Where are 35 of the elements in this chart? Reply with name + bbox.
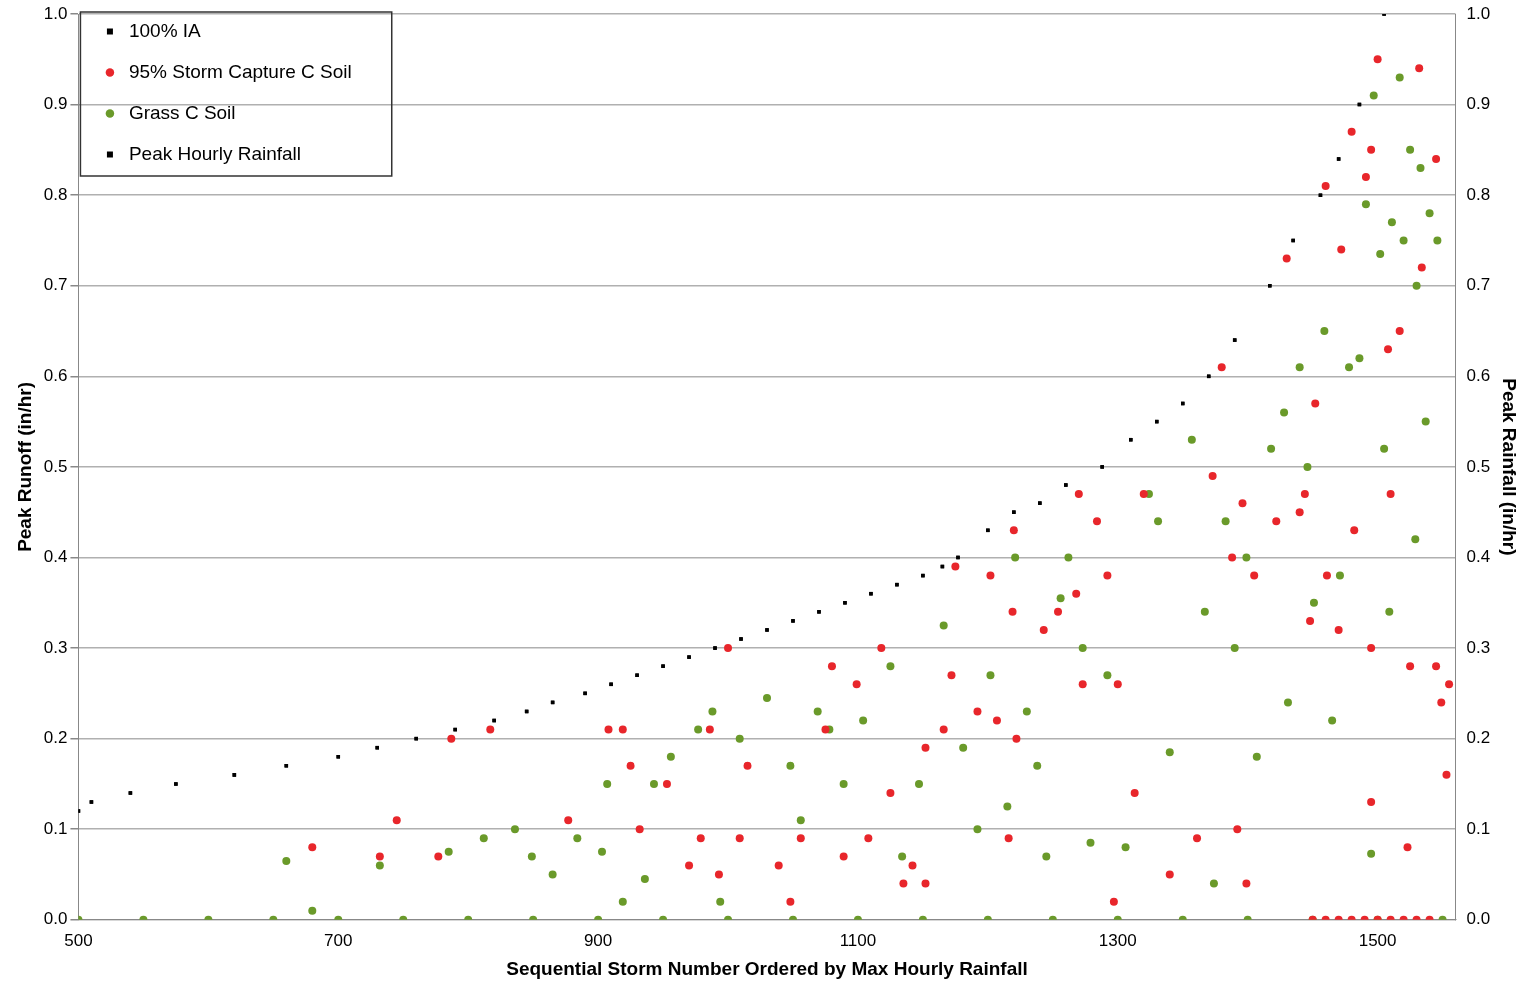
y-tick-label: 0.0 (43, 909, 68, 929)
x-tick-label: 500 (64, 930, 93, 950)
x-tick-label: 900 (583, 930, 613, 950)
y-tick-label: 0.5 (43, 456, 68, 476)
y-tick-label: 0.9 (43, 94, 68, 114)
y2-tick-label: 0.2 (1466, 728, 1491, 748)
x-tick-label: 1500 (1358, 930, 1397, 950)
legend-label: Peak Hourly Rainfall (128, 142, 302, 164)
y-tick-label: 1.0 (43, 3, 68, 23)
y2-tick-label: 0.4 (1466, 547, 1491, 567)
y2-tick-label: 0.7 (1466, 275, 1491, 295)
y-tick-label: 0.4 (43, 547, 68, 567)
x-axis-title: Sequential Storm Number Ordered by Max Hourly Rainfall (506, 957, 1028, 979)
y-axis-title: Peak Runoff (in/hr) (13, 381, 35, 552)
y2-tick-label: 0.3 (1466, 637, 1491, 657)
y2-tick-label: 0.0 (1466, 909, 1491, 929)
legend-label: 100% IA (128, 19, 202, 41)
y2-tick-label: 0.5 (1466, 456, 1491, 476)
y-tick-label: 0.7 (43, 275, 68, 295)
y2-tick-label: 0.6 (1466, 366, 1491, 386)
y2-tick-label: 1.0 (1466, 3, 1491, 23)
y-tick-label: 0.3 (43, 637, 68, 657)
y-tick-label: 0.2 (43, 728, 68, 748)
x-tick-label: 700 (324, 930, 353, 950)
y2-tick-label: 0.8 (1466, 184, 1491, 204)
y2-tick-label: 0.1 (1466, 818, 1491, 838)
y2-axis-title: Peak Rainfall (in/hr) (1499, 378, 1521, 556)
legend-label: 95% Storm Capture C Soil (128, 60, 352, 82)
x-tick-label: 1300 (1098, 930, 1137, 950)
legend-label: Grass C Soil (128, 101, 236, 123)
y-tick-label: 0.1 (43, 818, 68, 838)
x-tick-label: 1100 (839, 930, 877, 950)
y-tick-label: 0.6 (43, 366, 68, 386)
y-tick-label: 0.8 (43, 184, 68, 204)
y2-tick-label: 0.9 (1466, 94, 1491, 114)
